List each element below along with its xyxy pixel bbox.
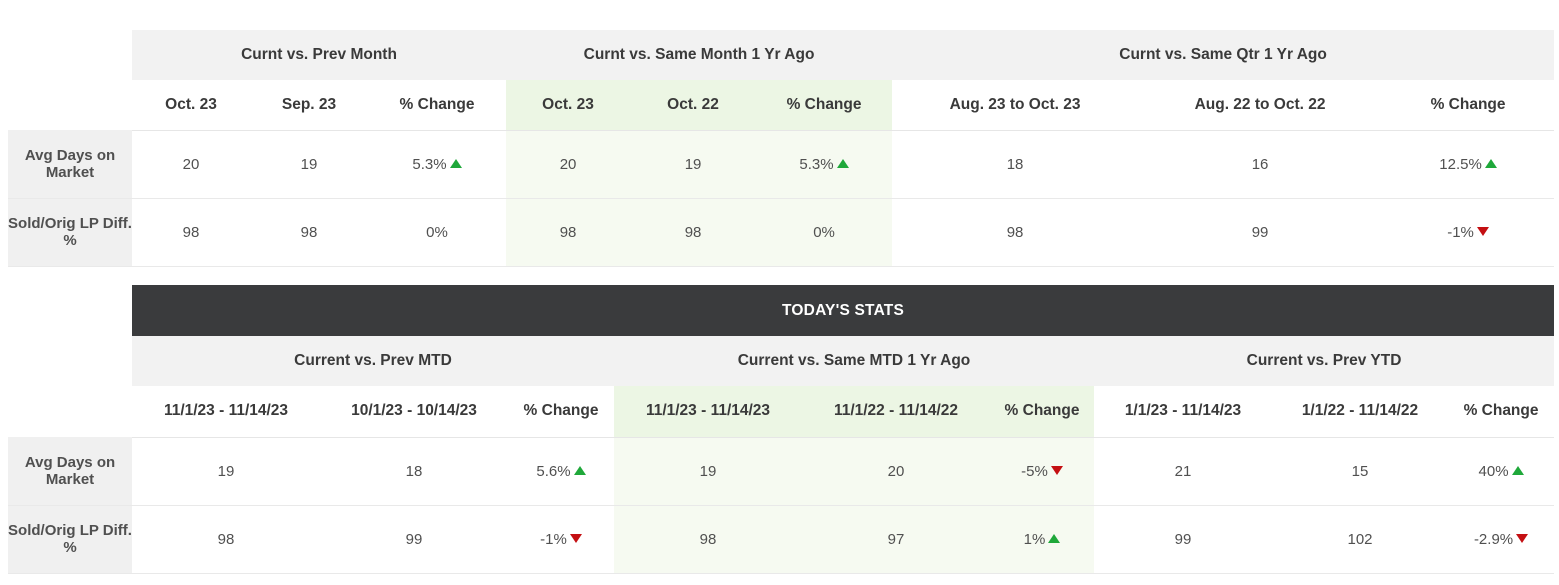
trend-arrow-icon: [1484, 159, 1497, 169]
table-cell: 99: [320, 505, 508, 574]
column-header: % Change: [1382, 80, 1555, 131]
column-header: 1/1/23 - 11/14/23: [1094, 386, 1272, 438]
todays-stats-table: TODAY'S STATS Current vs. Prev MTD Curre…: [8, 285, 1555, 574]
table-cell: 99: [1138, 198, 1383, 267]
row-label: Avg Days on Market: [8, 437, 132, 506]
table-cell: 98: [614, 505, 802, 574]
group-header-prev-month: Curnt vs. Prev Month: [132, 30, 507, 80]
column-header: 11/1/22 - 11/14/22: [802, 386, 990, 438]
table-cell: 98: [132, 198, 250, 267]
change-cell: -1%: [508, 505, 614, 574]
table-cell: 102: [1272, 505, 1448, 574]
trend-arrow-icon: [569, 534, 582, 544]
section-title: TODAY'S STATS: [132, 285, 1555, 336]
trend-arrow-icon: [1511, 466, 1524, 476]
corner-blank: [8, 80, 132, 130]
trend-arrow-icon: [449, 159, 462, 169]
corner-blank: [8, 30, 132, 80]
column-header: % Change: [990, 386, 1094, 438]
group-header-prev-ytd: Current vs. Prev YTD: [1094, 336, 1555, 386]
column-header: 11/1/23 - 11/14/23: [614, 386, 802, 438]
column-header: % Change: [508, 386, 614, 438]
group-header-same-qtr: Curnt vs. Same Qtr 1 Yr Ago: [892, 30, 1555, 80]
group-header-prev-mtd: Current vs. Prev MTD: [132, 336, 614, 386]
table-cell: 98: [250, 198, 368, 267]
table-cell: 98: [132, 505, 320, 574]
monthly-stats-table: Curnt vs. Prev Month Curnt vs. Same Mont…: [8, 30, 1555, 267]
table-row: Avg Days on Market 20 19 5.3% 20 19 5.3%…: [8, 130, 1555, 199]
table-cell: 21: [1094, 437, 1272, 506]
column-header: 1/1/22 - 11/14/22: [1272, 386, 1448, 438]
table-cell: 98: [630, 198, 757, 267]
group-header-same-mtd: Current vs. Same MTD 1 Yr Ago: [614, 336, 1094, 386]
column-header: Oct. 22: [630, 80, 757, 131]
table-row: Sold/Orig LP Diff. % 98 99 -1% 98 97 1% …: [8, 505, 1555, 574]
trend-arrow-icon: [1050, 466, 1063, 476]
column-header: % Change: [368, 80, 507, 131]
table-cell: 16: [1138, 130, 1383, 199]
table-cell: 19: [614, 437, 802, 506]
corner-blank: [8, 336, 132, 386]
row-label: Sold/Orig LP Diff. %: [8, 505, 132, 574]
corner-blank: [8, 285, 132, 336]
change-cell: 0%: [368, 198, 507, 267]
trend-arrow-icon: [1516, 534, 1529, 544]
table-cell: 98: [892, 198, 1139, 267]
change-cell: -2.9%: [1448, 505, 1555, 574]
change-cell: 1%: [990, 505, 1094, 574]
change-cell: 40%: [1448, 437, 1555, 506]
change-cell: 5.3%: [368, 130, 507, 199]
table-cell: 98: [506, 198, 631, 267]
change-cell: 12.5%: [1382, 130, 1555, 199]
table-cell: 19: [250, 130, 368, 199]
column-header: Oct. 23: [506, 80, 631, 131]
column-header: Sep. 23: [250, 80, 368, 131]
row-label: Sold/Orig LP Diff. %: [8, 198, 132, 267]
table-cell: 19: [132, 437, 320, 506]
table-cell: 18: [320, 437, 508, 506]
row-label: Avg Days on Market: [8, 130, 132, 199]
table-row: Sold/Orig LP Diff. % 98 98 0% 98 98 0% 9…: [8, 198, 1555, 267]
change-cell: 5.3%: [756, 130, 893, 199]
column-header: % Change: [1448, 386, 1555, 438]
table-cell: 18: [892, 130, 1139, 199]
table-cell: 97: [802, 505, 990, 574]
column-header: 10/1/23 - 10/14/23: [320, 386, 508, 438]
column-header: Oct. 23: [132, 80, 250, 131]
table-cell: 15: [1272, 437, 1448, 506]
table-cell: 20: [506, 130, 631, 199]
table-cell: 20: [132, 130, 250, 199]
column-header: 11/1/23 - 11/14/23: [132, 386, 320, 438]
column-header: % Change: [756, 80, 893, 131]
change-cell: -5%: [990, 437, 1094, 506]
trend-arrow-icon: [573, 466, 586, 476]
column-header: Aug. 23 to Oct. 23: [892, 80, 1139, 131]
change-cell: 0%: [756, 198, 893, 267]
column-header: Aug. 22 to Oct. 22: [1138, 80, 1383, 131]
trend-arrow-icon: [1048, 534, 1061, 544]
corner-blank: [8, 386, 132, 437]
trend-arrow-icon: [836, 159, 849, 169]
table-cell: 20: [802, 437, 990, 506]
trend-arrow-icon: [1476, 227, 1489, 237]
table-cell: 99: [1094, 505, 1272, 574]
table-cell: 19: [630, 130, 757, 199]
table-row: Avg Days on Market 19 18 5.6% 19 20 -5% …: [8, 437, 1555, 506]
change-cell: 5.6%: [508, 437, 614, 506]
group-header-same-month: Curnt vs. Same Month 1 Yr Ago: [506, 30, 893, 80]
change-cell: -1%: [1382, 198, 1555, 267]
